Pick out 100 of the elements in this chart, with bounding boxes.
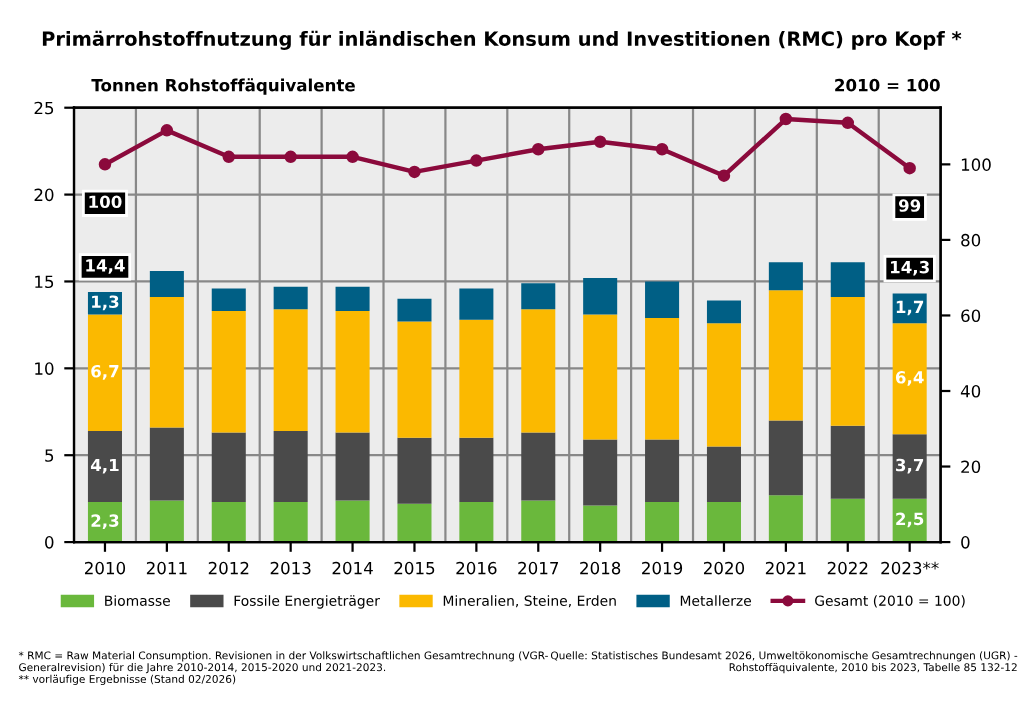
point [655,143,669,156]
data-label: 6,7 [91,364,119,380]
x-tick-label: 2013 [270,561,311,575]
bar [521,283,556,310]
bar [830,262,865,298]
data-label: 99 [898,199,921,212]
x-tick-label: 2010 [84,561,126,575]
x-tick-label: 2022 [827,561,868,575]
x-tick-label: 2018 [580,561,621,575]
y2-tick-label: 40 [960,384,981,398]
y2-tick-label: 60 [961,309,981,323]
bar [459,502,494,543]
bar [211,432,246,503]
bar [830,425,865,499]
bar [335,311,370,433]
bar [211,288,246,311]
x-tick-label: 2019 [642,561,683,575]
x-tick-label: 2021 [765,561,806,575]
bar [397,298,432,322]
point [779,112,793,126]
data-label: 100 [89,195,122,209]
bar [273,430,308,503]
bar [397,321,432,438]
y-tick-label: 10 [35,362,54,375]
point [408,165,421,179]
bar [273,286,308,310]
x-tick-label: 2020 [703,561,745,575]
x-tick-label: 2015 [394,561,435,575]
y-tick-label: 5 [45,449,54,462]
point [98,158,112,171]
y-tick-label: 25 [34,101,54,115]
bar [149,297,184,428]
bar [583,505,618,543]
point [841,116,855,130]
bar [583,277,618,315]
x-tick-label: 2017 [518,561,559,575]
bar [768,495,803,543]
data-label: 3,7 [896,458,924,474]
point [346,150,359,164]
data-label: 1,3 [92,295,119,311]
x-tick-label: 2014 [332,561,373,575]
y2-axis-title: 2010 = 100 [835,78,940,92]
y2-tick-label: 0 [961,536,970,549]
y-tick-label: 15 [35,275,54,289]
bar [706,446,741,503]
point [284,150,297,164]
bar [706,300,741,324]
bar [273,309,308,431]
y-tick-label: 0 [45,536,54,549]
bar [459,437,494,503]
point [160,124,174,137]
bar [87,430,122,503]
data-label: 4,1 [90,458,119,474]
bar [768,420,803,496]
y-tick-label: 20 [34,188,54,202]
point [222,150,236,164]
x-tick-label: 2012 [208,561,249,575]
bar [521,309,556,433]
bar [521,432,556,501]
bar [830,297,865,426]
y2-tick-label: 100 [961,158,991,171]
bar [211,502,246,543]
point [593,135,607,148]
bar [335,500,370,543]
bar [335,432,370,501]
bar [459,288,494,320]
data-label: 2,3 [91,514,119,530]
data-label: 6,4 [895,371,924,386]
bar [583,439,618,506]
bar [892,323,927,435]
bar [397,437,432,504]
bar [211,311,246,433]
bar [149,427,184,501]
bar [830,498,865,543]
bar [706,323,741,447]
x-tick-label: 2023** [881,561,939,575]
total-label: 14,3 [890,260,929,276]
x-tick-label: 2016 [456,561,497,575]
bar [583,314,618,440]
bar [645,317,680,440]
bar [706,502,741,543]
y2-tick-label: 20 [961,460,981,474]
bar [87,314,122,431]
chart-title: Primärrohstoffnutzung für inländischen Konsum und Investitionen (RMC) pro Kopf * [42,30,962,50]
bar [645,439,680,503]
bar [273,502,308,543]
x-tick-label: 2011 [146,561,187,575]
bar [397,503,432,543]
bar [459,319,494,438]
bar [149,500,184,543]
data-label: 1,7 [896,300,924,316]
bar [768,262,803,291]
bar [892,434,927,499]
point [470,154,483,167]
data-label: 2,5 [896,512,924,528]
y2-tick-label: 80 [961,233,981,247]
bar [149,271,184,298]
bar [768,290,803,421]
point [903,161,916,175]
y-axis-title: Tonnen Rohstoffäquivalente [91,78,355,95]
